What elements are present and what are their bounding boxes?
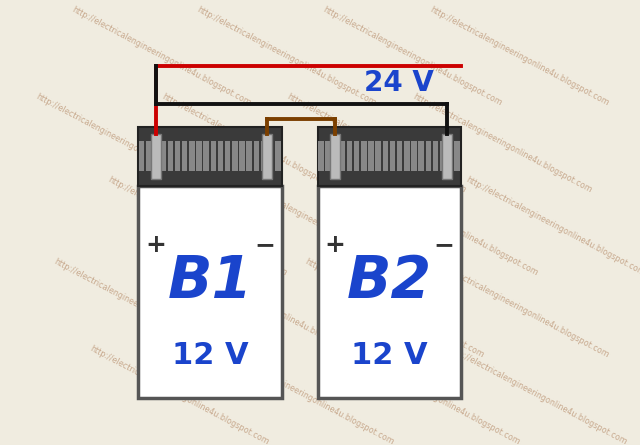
Text: B2: B2: [347, 253, 432, 310]
Bar: [318, 142, 324, 171]
Text: http://electricalengineeringonline4u.blogspot.com: http://electricalengineeringonline4u.blo…: [339, 344, 522, 445]
Text: http://electricalengineeringonline4u.blogspot.com: http://electricalengineeringonline4u.blo…: [447, 344, 629, 445]
Bar: [383, 142, 388, 171]
Text: http://electricalengineeringonline4u.blogspot.com: http://electricalengineeringonline4u.blo…: [35, 92, 217, 194]
Bar: [204, 142, 209, 171]
Text: 12 V: 12 V: [172, 341, 248, 370]
Bar: [232, 142, 237, 171]
Text: http://electricalengineeringonline4u.blogspot.com: http://electricalengineeringonline4u.blo…: [465, 174, 640, 277]
Bar: [138, 126, 282, 186]
Bar: [268, 142, 273, 171]
Text: http://electricalengineeringonline4u.blogspot.com: http://electricalengineeringonline4u.blo…: [88, 344, 271, 445]
Bar: [390, 142, 396, 171]
Bar: [196, 142, 202, 171]
Text: http://electricalengineeringonline4u.blogspot.com: http://electricalengineeringonline4u.blo…: [160, 92, 342, 194]
Bar: [340, 142, 345, 171]
Bar: [211, 142, 216, 171]
Bar: [146, 142, 152, 171]
Bar: [330, 134, 340, 179]
Text: http://electricalengineeringonline4u.blogspot.com: http://electricalengineeringonline4u.blo…: [52, 257, 235, 360]
Bar: [397, 142, 403, 171]
Bar: [317, 126, 461, 186]
Bar: [225, 142, 230, 171]
Bar: [218, 142, 223, 171]
Text: http://electricalengineeringonline4u.blogspot.com: http://electricalengineeringonline4u.blo…: [106, 174, 289, 277]
Bar: [239, 142, 244, 171]
Bar: [419, 142, 424, 171]
Bar: [253, 142, 259, 171]
Text: http://electricalengineeringonline4u.blogspot.com: http://electricalengineeringonline4u.blo…: [178, 257, 360, 360]
Text: −: −: [254, 234, 275, 258]
Text: http://electricalengineeringonline4u.blogspot.com: http://electricalengineeringonline4u.blo…: [411, 92, 593, 194]
Bar: [262, 134, 273, 179]
Bar: [412, 142, 417, 171]
Text: +: +: [324, 234, 345, 258]
Text: http://electricalengineeringonline4u.blogspot.com: http://electricalengineeringonline4u.blo…: [357, 174, 540, 277]
Bar: [317, 186, 461, 398]
Text: http://electricalengineeringonline4u.blogspot.com: http://electricalengineeringonline4u.blo…: [285, 92, 468, 194]
Bar: [182, 142, 188, 171]
Bar: [168, 142, 173, 171]
Bar: [361, 142, 367, 171]
Text: http://electricalengineeringonline4u.blogspot.com: http://electricalengineeringonline4u.blo…: [70, 5, 253, 108]
Bar: [246, 142, 252, 171]
Bar: [376, 142, 381, 171]
Bar: [426, 142, 431, 171]
Bar: [447, 142, 452, 171]
Bar: [332, 142, 338, 171]
Bar: [368, 142, 374, 171]
Text: 24 V: 24 V: [364, 69, 434, 97]
Text: http://electricalengineeringonline4u.blogspot.com: http://electricalengineeringonline4u.blo…: [196, 5, 378, 108]
Text: B1: B1: [168, 253, 253, 310]
Text: http://electricalengineeringonline4u.blogspot.com: http://electricalengineeringonline4u.blo…: [429, 5, 611, 108]
Bar: [139, 142, 145, 171]
Bar: [175, 142, 180, 171]
Bar: [275, 142, 280, 171]
Bar: [354, 142, 360, 171]
Bar: [347, 142, 352, 171]
Text: http://electricalengineeringonline4u.blogspot.com: http://electricalengineeringonline4u.blo…: [303, 257, 486, 360]
Bar: [138, 186, 282, 398]
Text: −: −: [433, 234, 454, 258]
Bar: [151, 134, 161, 179]
Bar: [454, 142, 460, 171]
Bar: [153, 142, 159, 171]
Bar: [433, 142, 438, 171]
Bar: [404, 142, 410, 171]
Text: http://electricalengineeringonline4u.blogspot.com: http://electricalengineeringonline4u.blo…: [232, 174, 414, 277]
Text: +: +: [145, 234, 166, 258]
Bar: [442, 134, 452, 179]
Bar: [161, 142, 166, 171]
Text: http://electricalengineeringonline4u.blogspot.com: http://electricalengineeringonline4u.blo…: [429, 257, 611, 360]
Text: 12 V: 12 V: [351, 341, 428, 370]
Text: http://electricalengineeringonline4u.blogspot.com: http://electricalengineeringonline4u.blo…: [321, 5, 504, 108]
Bar: [440, 142, 445, 171]
Bar: [260, 142, 266, 171]
Bar: [189, 142, 195, 171]
Bar: [325, 142, 331, 171]
Text: http://electricalengineeringonline4u.blogspot.com: http://electricalengineeringonline4u.blo…: [214, 344, 396, 445]
